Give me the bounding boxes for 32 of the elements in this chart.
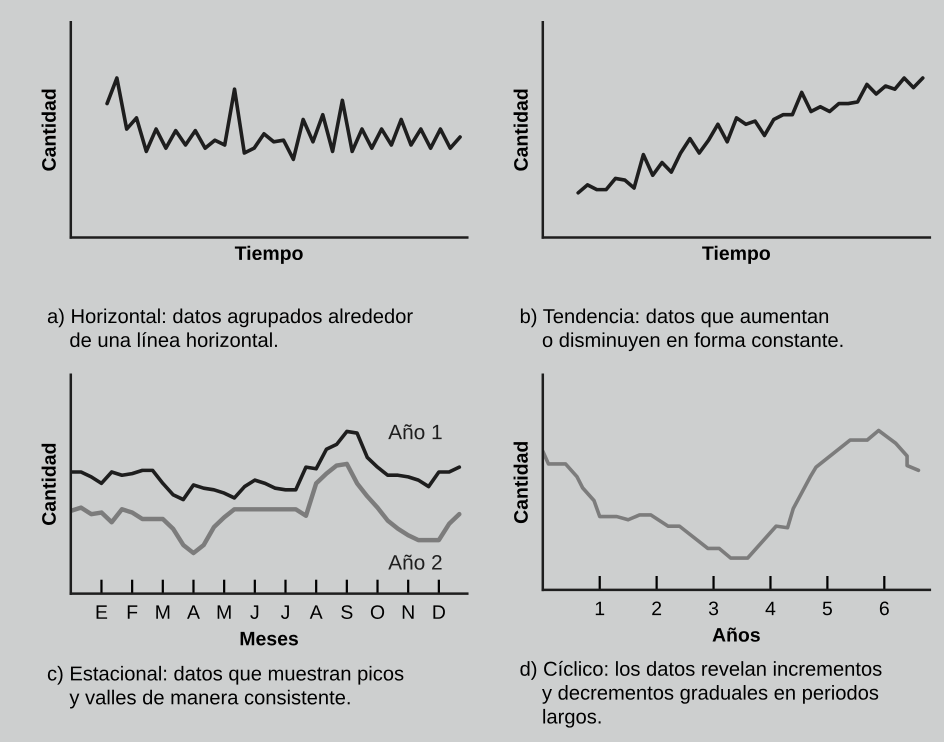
x-tick-label: M	[218, 605, 231, 619]
x-tick-label: D	[433, 605, 445, 619]
x-tick-label: 5	[822, 602, 832, 616]
text: d) Cíclico: los datos revelan incrementos y decrementos graduales en periodos largos.	[520, 660, 882, 728]
series-label: Año 1	[388, 424, 442, 440]
x-axis-title: Años	[712, 628, 760, 642]
x-tick-label: S	[341, 605, 352, 619]
y-axis-title: Cantidad	[514, 90, 528, 171]
x-axis-title: Tiempo	[234, 246, 303, 264]
x-tick-label: A	[187, 605, 200, 619]
x-tick-label: O	[370, 605, 384, 619]
text: b) Tendencia: datos que aumentan o disminuyen en forma constante.	[520, 308, 842, 352]
y-axis-title: Cantidad	[514, 442, 528, 524]
x-tick-label: J	[250, 605, 258, 619]
x-tick-label: 1	[596, 602, 604, 616]
x-tick-label: 6	[880, 602, 889, 616]
x-tick-label: M	[156, 605, 170, 619]
x-tick-label: A	[310, 605, 323, 619]
text: c) Estacional: datos que muestran picos y valles de manera consistente.	[48, 666, 404, 708]
series-label: Año 2	[388, 554, 442, 570]
x-tick-label: J	[280, 605, 289, 619]
x-tick-label: N	[402, 605, 414, 619]
y-axis-title: Cantidad	[42, 444, 56, 525]
x-tick-label: 4	[766, 602, 776, 616]
x-axis-title: Meses	[240, 632, 298, 646]
text: a) Horizontal: datos agrupados alrededor de una línea horizontal.	[48, 308, 413, 348]
x-axis-title: Tiempo	[702, 246, 770, 264]
x-tick-label: E	[96, 605, 108, 619]
y-axis-title: Cantidad	[42, 90, 56, 171]
x-tick-label: F	[128, 605, 138, 619]
x-tick-label: 3	[708, 602, 718, 616]
x-tick-label: 2	[652, 602, 662, 616]
